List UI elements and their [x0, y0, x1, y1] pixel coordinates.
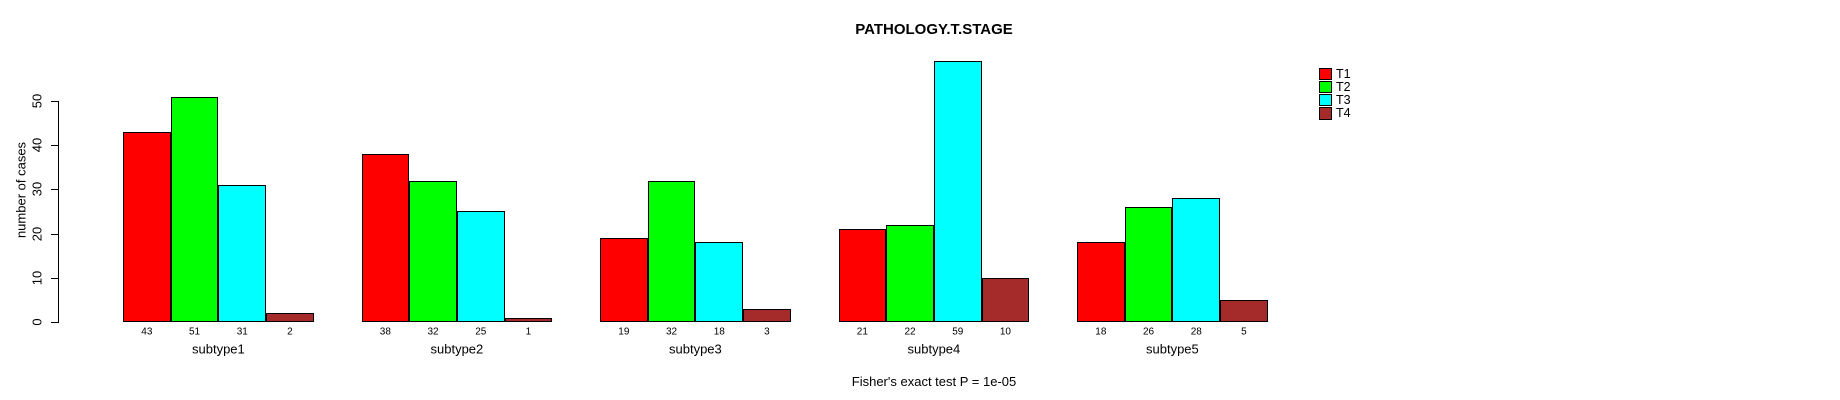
bar-T4-subtype2	[505, 318, 552, 322]
bar-value-label: 18	[713, 326, 725, 338]
legend-label-T1: T1	[1336, 66, 1351, 81]
bar-value-label: 21	[856, 326, 868, 338]
bar-T1-subtype1	[123, 132, 171, 322]
bar-value-label: 5	[1241, 326, 1247, 338]
category-label: subtype5	[1146, 341, 1199, 357]
bar-value-label: 18	[1095, 326, 1107, 338]
bar-value-label: 25	[475, 326, 487, 338]
y-axis-line	[58, 101, 59, 323]
y-axis-tick-label: 50	[29, 93, 44, 109]
bar-T3-subtype2	[457, 211, 505, 322]
bar-T3-subtype3	[695, 242, 743, 322]
bar-T2-subtype5	[1125, 207, 1172, 322]
legend-swatch-T3	[1319, 93, 1332, 107]
legend-swatch-T2	[1319, 80, 1332, 94]
y-axis-tick	[51, 101, 58, 102]
bar-T1-subtype5	[1077, 242, 1125, 322]
bar-T1-subtype4	[839, 229, 886, 322]
bar-value-label: 38	[379, 326, 391, 338]
bar-value-label: 32	[665, 326, 678, 338]
bar-value-label: 2	[287, 326, 293, 338]
bar-T2-subtype1	[171, 97, 218, 322]
bar-T4-subtype4	[982, 278, 1029, 322]
bar-T3-subtype4	[934, 61, 982, 322]
bar-value-label: 31	[236, 326, 248, 338]
y-axis-tick	[51, 277, 58, 279]
bar-value-label: 43	[141, 326, 153, 338]
chart-annotation: Fisher's exact test P = 1e-05	[851, 374, 1017, 389]
bar-T3-subtype5	[1172, 198, 1220, 322]
y-axis-tick	[51, 322, 58, 323]
bar-value-label: 28	[1190, 326, 1202, 338]
category-label: subtype2	[430, 341, 484, 357]
chart-title: PATHOLOGY.T.STAGE	[855, 21, 1013, 38]
y-axis-tick-label: 20	[29, 226, 44, 241]
bar-T2-subtype3	[648, 181, 695, 322]
bar-T2-subtype4	[886, 225, 934, 322]
bar-value-label: 26	[1142, 326, 1155, 338]
bar-T4-subtype5	[1220, 300, 1268, 322]
legend-label-T4: T4	[1336, 106, 1351, 121]
bar-T4-subtype1	[266, 313, 314, 322]
bar-value-label: 32	[427, 326, 439, 338]
y-axis-tick	[51, 145, 58, 147]
bar-T4-subtype3	[743, 309, 791, 322]
bar-value-label: 3	[764, 326, 770, 338]
category-label: subtype4	[907, 341, 961, 357]
bar-value-label: 1	[525, 326, 532, 338]
legend-swatch-T1	[1319, 67, 1332, 81]
legend-swatch-T4	[1319, 107, 1332, 120]
y-axis-tick	[51, 189, 58, 191]
bar-value-label: 22	[904, 326, 916, 338]
category-label: subtype3	[669, 341, 722, 357]
y-axis-tick	[51, 233, 58, 235]
bar-T1-subtype3	[600, 238, 648, 322]
bar-T1-subtype2	[362, 154, 409, 322]
legend-label-T2: T2	[1336, 80, 1351, 94]
bar-value-label: 10	[999, 326, 1011, 338]
bar-value-label: 59	[952, 326, 964, 338]
y-axis-tick-label: 10	[29, 270, 44, 286]
y-axis-tick-label: 0	[29, 318, 44, 326]
y-axis-tick-label: 40	[29, 137, 44, 153]
legend-label-T3: T3	[1336, 93, 1351, 108]
bar-value-label: 51	[188, 326, 201, 338]
y-axis-label: number of cases	[13, 141, 29, 239]
y-axis-tick-label: 30	[29, 182, 44, 197]
bar-value-label: 19	[618, 326, 630, 338]
category-label: subtype1	[192, 341, 245, 357]
bar-T2-subtype2	[409, 181, 457, 322]
bar-T3-subtype1	[218, 185, 266, 322]
